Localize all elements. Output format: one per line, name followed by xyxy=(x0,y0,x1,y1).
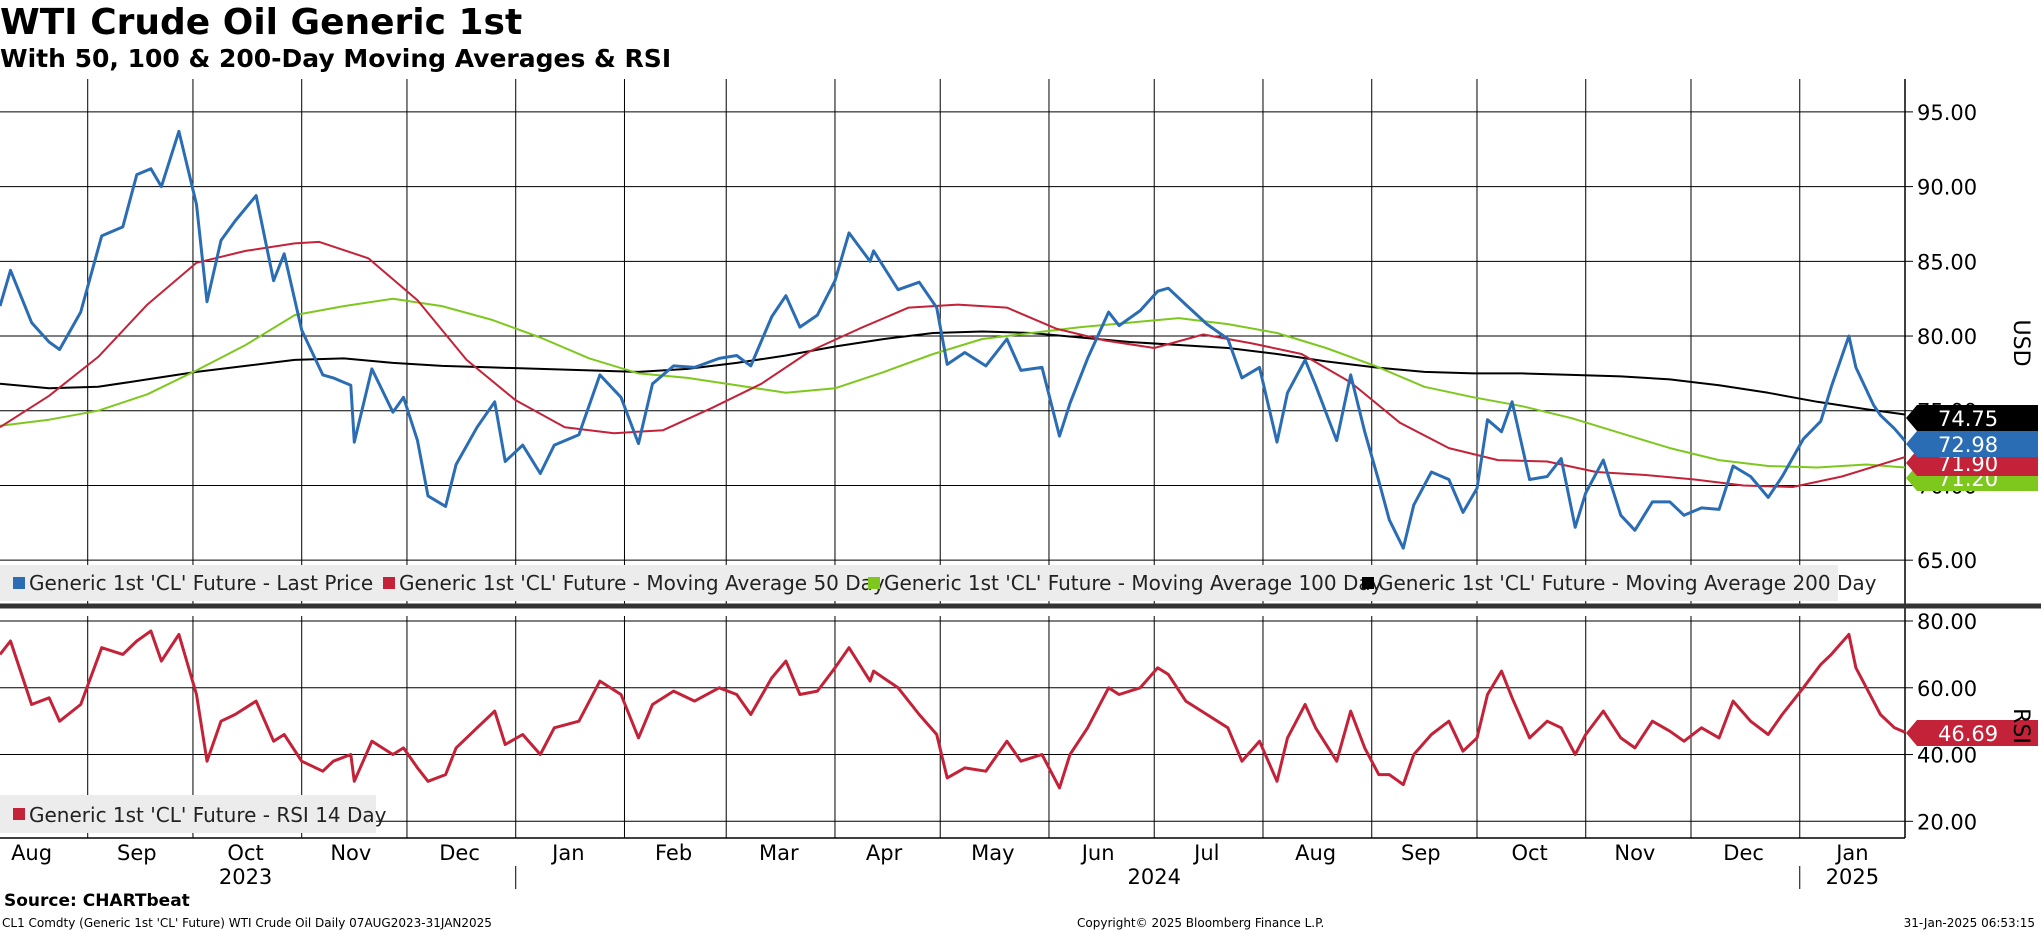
x-month-label: Nov xyxy=(1614,841,1655,865)
x-month-label: Sep xyxy=(117,841,157,865)
x-month-label: Aug xyxy=(11,841,52,865)
legend-swatch xyxy=(13,808,25,820)
x-month-label: Jul xyxy=(1192,841,1219,865)
x-month-label: Nov xyxy=(330,841,371,865)
rsi-tick-label: 60.00 xyxy=(1917,677,1977,701)
source-note: Source: CHARTbeat xyxy=(4,891,190,911)
x-month-label: May xyxy=(971,841,1014,865)
footer-copyright: Copyright© 2025 Bloomberg Finance L.P. xyxy=(1077,916,1325,930)
footer-timestamp: 31-Jan-2025 06:53:15 xyxy=(1903,916,2035,930)
legend-label: Generic 1st 'CL' Future - Moving Average… xyxy=(884,571,1383,595)
x-month-label: Feb xyxy=(655,841,692,865)
rsi-tick-label: 40.00 xyxy=(1917,744,1977,768)
price-tick-label: 90.00 xyxy=(1917,176,1977,200)
rsi-axis-title: RSI xyxy=(2008,708,2033,744)
price-axis-title: USD xyxy=(2008,319,2033,366)
rsi-legend-bg xyxy=(0,795,376,833)
rsi-tick-label: 20.00 xyxy=(1917,810,1977,834)
x-month-label: Jan xyxy=(550,841,584,865)
x-month-label: Dec xyxy=(1723,841,1764,865)
ma200-value-badge-bg xyxy=(1906,405,2038,431)
x-year-label: 2023 xyxy=(219,865,272,889)
ma200-value-badge: 74.75 xyxy=(1938,407,1998,431)
legend-swatch xyxy=(13,577,25,589)
x-month-label: Jun xyxy=(1080,841,1115,865)
ma200-line xyxy=(0,330,1906,416)
x-month-label: Aug xyxy=(1295,841,1336,865)
price-tick-label: 85.00 xyxy=(1917,250,1977,274)
rsi-value-badge: 46.69 xyxy=(1938,722,1998,746)
rsi-tick-label: 80.00 xyxy=(1917,610,1977,634)
price-tick-label: 80.00 xyxy=(1917,325,1977,349)
x-month-label: Mar xyxy=(759,841,799,865)
price-tick-label: 95.00 xyxy=(1917,101,1977,125)
legend-swatch xyxy=(1362,577,1374,589)
price-tick-label: 65.00 xyxy=(1917,549,1977,573)
price-legend-bg xyxy=(0,565,1838,601)
ma100-line xyxy=(0,297,1906,469)
x-month-label: Jan xyxy=(1834,841,1868,865)
last-price-value-badge-bg xyxy=(1906,431,2038,457)
rsi-value-badge-bg xyxy=(1906,720,2038,746)
legend-swatch xyxy=(868,577,880,589)
legend-label: Generic 1st 'CL' Future - Moving Average… xyxy=(399,571,885,595)
last-price-value-badge: 72.98 xyxy=(1938,433,1998,457)
footer-ticker-info: CL1 Comdty (Generic 1st 'CL' Future) WTI… xyxy=(2,916,492,930)
x-month-label: Sep xyxy=(1401,841,1441,865)
x-year-label: 2025 xyxy=(1826,865,1879,889)
legend-label: Generic 1st 'CL' Future - RSI 14 Day xyxy=(29,803,387,827)
legend-label: Generic 1st 'CL' Future - Moving Average… xyxy=(1378,571,1877,595)
legend-swatch xyxy=(383,577,395,589)
x-month-label: Apr xyxy=(866,841,903,865)
chart-title: WTI Crude Oil Generic 1st xyxy=(0,2,523,43)
x-month-label: Oct xyxy=(1511,841,1547,865)
x-month-label: Dec xyxy=(439,841,480,865)
ma50-line xyxy=(0,240,1906,488)
legend-label: Generic 1st 'CL' Future - Last Price xyxy=(29,571,373,595)
x-month-label: Oct xyxy=(227,841,263,865)
x-year-label: 2024 xyxy=(1128,865,1181,889)
rsi-line xyxy=(0,629,1906,790)
chart-subtitle: With 50, 100 & 200-Day Moving Averages &… xyxy=(0,44,672,73)
last-price-line xyxy=(0,129,1907,550)
